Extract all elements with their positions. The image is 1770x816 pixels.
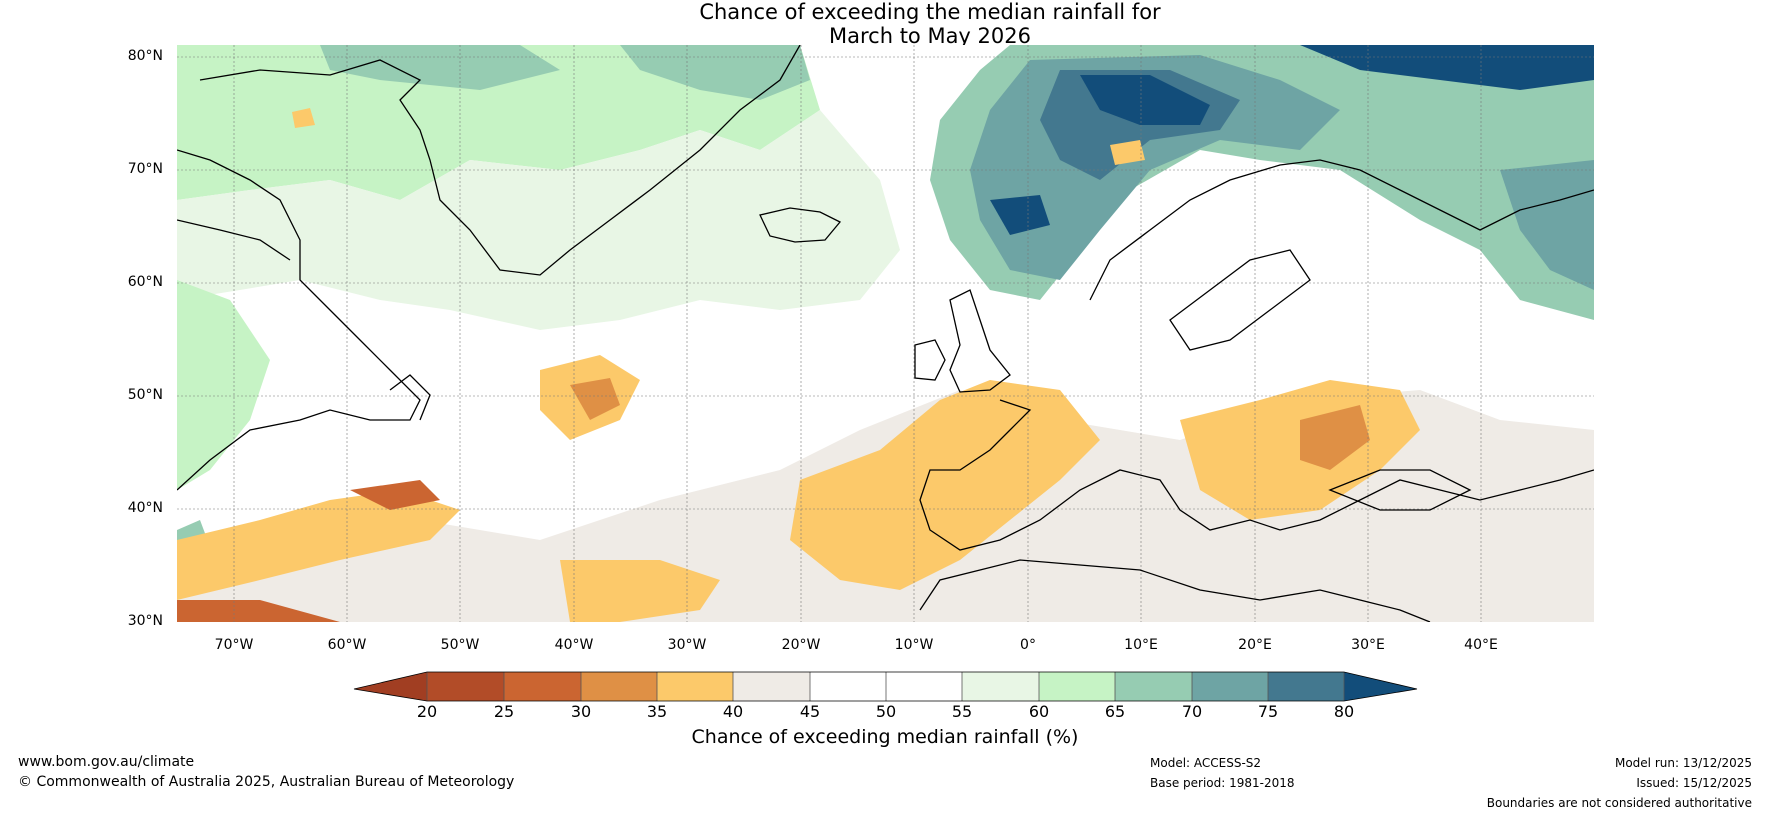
ireland-coast — [914, 339, 946, 381]
norway-coast — [1089, 159, 1594, 301]
colorbar — [353, 671, 1418, 702]
colorbar-tick-35: 35 — [646, 702, 668, 721]
orange-zone-iceland-patch — [1110, 140, 1145, 165]
lat-label-50n: 50°N — [127, 387, 163, 403]
dark-blue-zone-iceland-sea — [990, 195, 1050, 235]
lon-label-0: 0° — [1020, 637, 1036, 653]
colorbar-tick-25: 25 — [493, 702, 515, 721]
baltic-coast — [1169, 249, 1311, 351]
lon-label-30e: 30°E — [1351, 637, 1385, 653]
lon-label-20w: 20°W — [781, 637, 821, 653]
issued-text: Issued: 15/12/2025 — [1636, 776, 1752, 790]
dark-blue-zone-norway — [1080, 75, 1210, 125]
dark-orange-zone-west-atlantic — [350, 480, 440, 510]
website-link[interactable]: www.bom.gov.au/climate — [18, 754, 195, 770]
title-line-1: Chance of exceeding the median rainfall … — [699, 0, 1161, 24]
colorbar-segment-2 — [504, 672, 581, 701]
colorbar-tick-75: 75 — [1257, 702, 1279, 721]
colorbar-segment-8 — [962, 672, 1039, 701]
orange-zone-baffin-patch — [292, 108, 315, 128]
teal-zone-siberia — [1500, 160, 1594, 290]
britain-coast — [949, 289, 1011, 393]
orange-zone-west-atlantic — [177, 490, 460, 600]
colorbar-tick-60: 60 — [1028, 702, 1050, 721]
dark-blue-zone-svalbard — [1300, 45, 1594, 90]
lat-label-40n: 40°N — [127, 500, 163, 516]
model-text: Model: ACCESS-S2 — [1150, 756, 1262, 770]
title-line-2: March to May 2026 — [829, 24, 1031, 48]
lon-label-20e: 20°E — [1238, 637, 1272, 653]
colorbar-tick-45: 45 — [799, 702, 821, 721]
colorbar-segment-1 — [427, 672, 504, 701]
colorbar-segment-4 — [657, 672, 733, 701]
europe-coast — [919, 399, 1594, 551]
colorbar-min-extend — [354, 672, 427, 701]
lon-label-10e: 10°E — [1124, 637, 1158, 653]
colorbar-tick-20: 20 — [416, 702, 438, 721]
lon-label-50w: 50°W — [440, 637, 480, 653]
orange-zone-south-atlantic — [560, 560, 720, 622]
orange-zone-iberia — [790, 380, 1100, 590]
light-green-zone-north — [177, 110, 900, 330]
map-title: Chance of exceeding the median rainfall … — [0, 0, 1770, 48]
base-period-text: Base period: 1981-2018 — [1150, 776, 1295, 790]
lat-label-60n: 60°N — [127, 274, 163, 290]
disclaimer-text: Boundaries are not considered authoritat… — [1486, 796, 1752, 810]
colorbar-segment-7 — [886, 672, 962, 701]
lon-label-40w: 40°W — [554, 637, 594, 653]
colorbar-segment-11 — [1192, 672, 1268, 701]
lon-label-40e: 40°E — [1464, 637, 1498, 653]
green-zone-north — [177, 45, 820, 200]
black-sea-coast — [1328, 469, 1472, 511]
colorbar-tick-65: 65 — [1104, 702, 1126, 721]
africa-coast — [919, 559, 1431, 622]
colorbar-tick-70: 70 — [1181, 702, 1203, 721]
colorbar-tick-55: 55 — [951, 702, 973, 721]
colorbar-segment-10 — [1115, 672, 1192, 701]
colorbar-title: Chance of exceeding median rainfall (%) — [691, 726, 1079, 748]
labrador-coast — [177, 149, 421, 491]
copyright-text: © Commonwealth of Australia 2025, Austra… — [18, 774, 515, 790]
iceland-coast — [759, 207, 842, 243]
model-run-text: Model run: 13/12/2025 — [1614, 756, 1752, 770]
lat-label-30n: 30°N — [127, 613, 163, 629]
greenland-coast — [199, 45, 801, 276]
probability-fields — [177, 45, 1594, 622]
teal-zone-greenland-sea — [620, 45, 810, 100]
dark-orange-zone-mid-atlantic — [570, 378, 620, 420]
colorbar-segment-6 — [810, 672, 886, 701]
teal-zone-north — [320, 45, 560, 90]
lon-label-30w: 30°W — [667, 637, 707, 653]
lon-label-60w: 60°W — [327, 637, 367, 653]
colorbar-dividers — [426, 672, 1345, 701]
dark-orange-zone-bermuda — [177, 600, 340, 622]
lat-label-70n: 70°N — [127, 161, 163, 177]
colorbar-segment-5 — [733, 672, 810, 701]
baffin-coast — [177, 219, 291, 261]
colorbar-segment-3 — [581, 672, 657, 701]
colorbar-segment-9 — [1039, 672, 1115, 701]
lon-label-10w: 10°W — [894, 637, 934, 653]
colorbar-outline — [353, 671, 1418, 702]
green-zone-labrador — [177, 280, 270, 490]
colorbar-tick-80: 80 — [1333, 702, 1355, 721]
colorbar-tick-40: 40 — [722, 702, 744, 721]
colorbar-tick-30: 30 — [570, 702, 592, 721]
lat-label-80n: 80°N — [127, 48, 163, 64]
colorbar-max-extend — [1344, 672, 1417, 701]
dark-orange-zone-balkans — [1300, 405, 1370, 470]
newfoundland-coast — [389, 374, 431, 421]
colorbar-segment-12 — [1268, 672, 1344, 701]
coastlines — [177, 45, 1594, 622]
colorbar-tick-50: 50 — [875, 702, 897, 721]
lon-label-70w: 70°W — [214, 637, 254, 653]
